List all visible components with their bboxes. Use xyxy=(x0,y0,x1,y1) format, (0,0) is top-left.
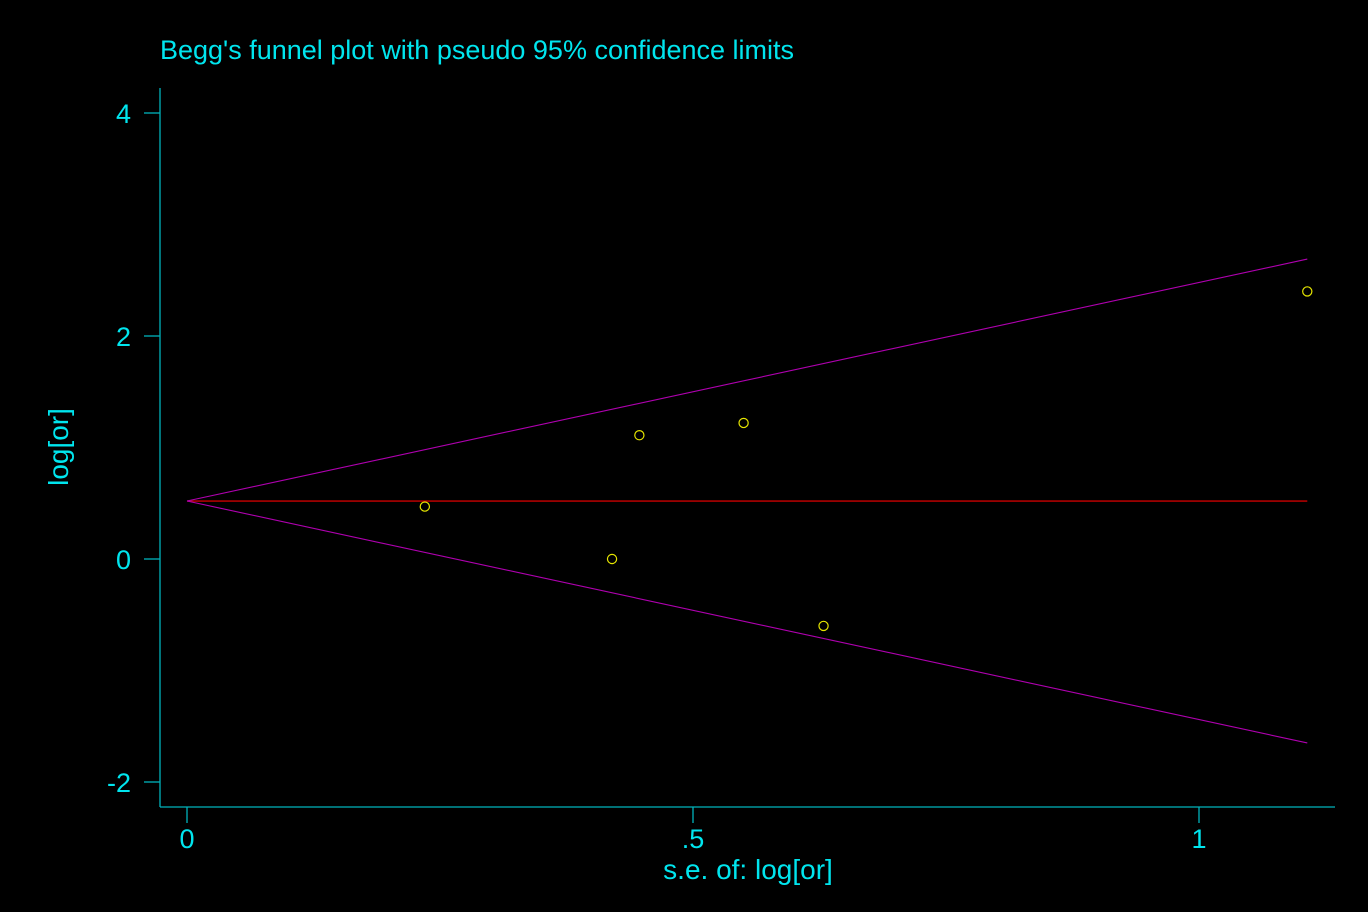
chart-title: Begg's funnel plot with pseudo 95% confi… xyxy=(160,35,794,65)
y-tick-label: 4 xyxy=(116,99,131,129)
study-point xyxy=(818,620,829,632)
y-tick-label: 0 xyxy=(116,545,131,575)
y-axis-label: log[or] xyxy=(43,408,74,486)
study-point xyxy=(634,430,645,441)
y-tick-label: 2 xyxy=(116,322,131,352)
x-tick-label: 0 xyxy=(179,824,194,854)
study-point xyxy=(1302,286,1313,297)
x-axis-label: s.e. of: log[or] xyxy=(663,854,833,885)
study-point xyxy=(606,553,618,565)
y-tick-label: -2 xyxy=(107,768,131,798)
study-point xyxy=(419,501,431,512)
x-tick-label: 1 xyxy=(1191,824,1206,854)
study-point xyxy=(738,417,749,429)
lower-confidence-limit-line xyxy=(186,500,1308,744)
x-tick-label: .5 xyxy=(682,824,705,854)
upper-confidence-limit-line xyxy=(186,258,1308,502)
